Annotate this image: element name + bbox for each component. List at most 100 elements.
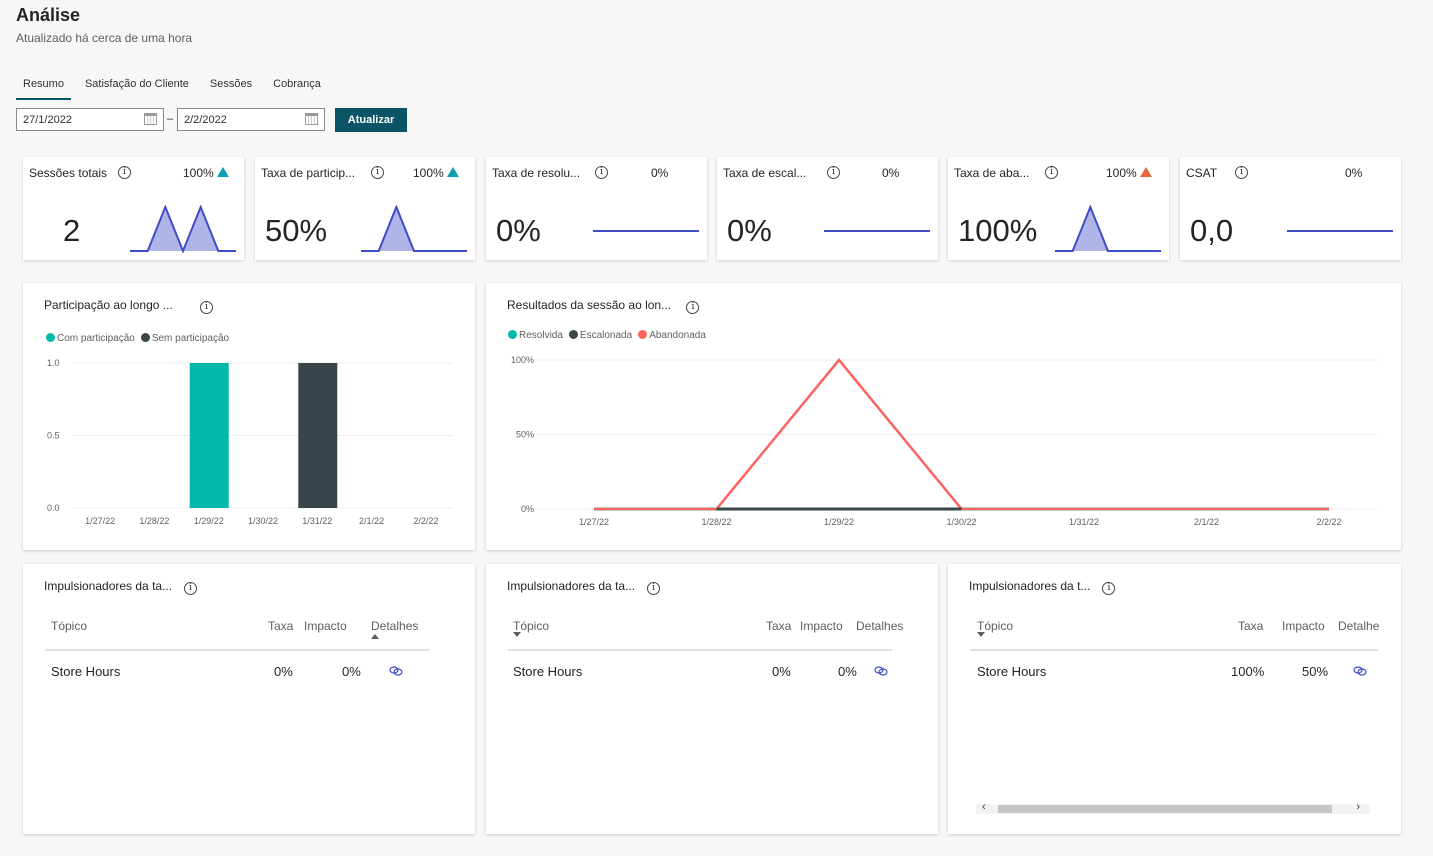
legend-item[interactable]: Abandonada [638,330,706,341]
legend-item[interactable]: Sem participação [140,333,230,344]
chart-title: Participação ao longo ... i [44,298,214,314]
info-icon[interactable]: i [371,166,384,179]
x-tick-label: 2/1/22 [1194,517,1219,527]
column-header[interactable]: Taxa [766,619,792,633]
info-icon[interactable]: i [118,166,131,179]
info-icon[interactable]: i [647,582,661,595]
scrollbar-thumb[interactable] [998,805,1332,813]
tab-sessoes[interactable]: Sessões [209,78,253,90]
drivers-card: Impulsionadores da ta... i Tópico Taxa Impac… [486,564,938,834]
kpi-card[interactable]: Taxa de aba... i 100% 100% [948,157,1169,260]
horizontal-scrollbar[interactable]: ‹ › [976,801,1370,814]
legend-label: Com participação [57,333,135,344]
kpi-card[interactable]: CSAT i 0% 0,0 [1180,157,1401,260]
legend-item[interactable]: Resolvida [508,330,563,341]
details-link-icon[interactable] [874,663,888,676]
impact-cell: 0% [838,664,857,679]
legend-dot [140,333,150,342]
x-tick-label: 1/31/22 [302,516,332,526]
kpi-card[interactable]: Sessões totais i 100% 2 [23,157,244,260]
tab-resumo[interactable]: Resumo [16,78,71,100]
kpi-change: 0% [651,166,668,180]
sort-descending-icon[interactable] [513,632,521,637]
chart-title-text: Resultados da sessão ao lon... [507,298,672,312]
line-chart: 0% 50% 100% 1/27/22 1/28/22 1/29/22 1/30/22 1/3… [511,355,1378,527]
sort-ascending-icon[interactable] [371,634,379,639]
kpi-change-value: 0% [651,166,669,180]
card-title: Impulsionadores da ta... i [44,579,198,595]
legend-item[interactable]: Escalonada [568,330,632,341]
drivers-card: Impulsionadores da t... i Tópico Taxa Impact… [948,564,1401,834]
calendar-icon[interactable] [305,113,318,125]
info-icon[interactable]: i [1102,582,1116,595]
header-divider [45,649,429,651]
kpi-value: 0% [496,213,541,248]
kpi-name: Taxa de resolu... [492,166,581,180]
column-header[interactable]: Taxa [1238,619,1264,633]
legend-dot [638,330,648,339]
info-icon[interactable]: i [1235,166,1248,179]
y-tick-label: 0.5 [47,431,60,441]
kpi-card[interactable]: Taxa de resolu... i 0% 0% [486,157,707,260]
card-title: Impulsionadores da t... i [969,579,1116,595]
card-title: Impulsionadores da ta... i [507,579,661,595]
details-link-icon[interactable] [1353,663,1367,676]
info-icon[interactable]: i [200,301,214,314]
details-link-icon[interactable] [389,663,403,676]
kpi-value: 0,0 [1190,213,1234,248]
sparkline-line [1055,205,1161,252]
sparkline [593,230,699,232]
info-icon[interactable]: i [184,582,198,595]
end-date-input[interactable]: 2/2/2022 [177,108,325,131]
topic-cell: Store Hours [977,664,1047,679]
scroll-right-icon[interactable]: › [1356,801,1360,813]
kpi-change-value: 0% [882,166,900,180]
column-header[interactable]: Detalhes [371,619,419,633]
info-icon[interactable]: i [1045,166,1058,179]
sparkline [361,205,467,252]
start-date-input[interactable]: 27/1/2022 [16,108,164,131]
trend-up-icon [446,167,459,177]
y-tick-label: 0% [521,504,534,514]
column-header[interactable]: Tópico [513,619,550,633]
x-tick-label: 1/27/22 [579,517,609,527]
column-header[interactable]: Detalhes [856,619,904,633]
rate-cell: 0% [274,664,293,679]
x-tick-label: 2/2/22 [1316,517,1341,527]
refresh-button[interactable]: Atualizar [335,108,407,132]
bar[interactable] [189,363,229,508]
chart-title: Resultados da sessão ao lon... i [507,298,700,314]
info-icon[interactable]: i [686,301,700,314]
column-header[interactable]: Tópico [51,619,88,633]
column-header[interactable]: Impacto [304,619,347,633]
column-header[interactable]: Taxa [268,619,294,633]
kpi-change-value: 100% [183,166,214,180]
tab-satisfacao[interactable]: Satisfação do Cliente [84,78,189,90]
kpi-change-value: 100% [1106,166,1137,180]
scroll-left-icon[interactable]: ‹ [982,801,986,813]
outcomes-chart-card: Resultados da sessão ao lon... i Resolvi… [486,283,1401,550]
kpi-card[interactable]: Taxa de particip... i 100% 50% [255,157,475,260]
legend-dot [508,330,517,339]
legend-item[interactable]: Com participação [46,333,135,344]
legend-label: Sem participação [151,333,230,344]
info-icon[interactable]: i [827,166,840,179]
column-header[interactable]: Tópico [977,619,1014,633]
column-header[interactable]: Impacto [1282,619,1325,633]
sort-descending-icon[interactable] [977,632,985,637]
column-header[interactable]: Impacto [800,619,843,633]
info-icon[interactable]: i [595,166,608,179]
sparkline [1055,205,1161,252]
y-tick-label: 0.0 [47,503,60,513]
kpi-card[interactable]: Taxa de escal... i 0% 0% [717,157,938,260]
card-title-text: Impulsionadores da t... [969,579,1091,593]
tab-cobranca[interactable]: Cobrança [273,78,321,90]
bar[interactable] [298,363,338,508]
x-tick-label: 1/30/22 [248,516,278,526]
column-header[interactable]: Detalhe [1338,619,1380,633]
bar-chart: 0.0 0.5 1.0 1/27/22 1/28/22 1/29/22 1/30/22 1/3… [47,358,453,526]
chart-title-text: Participação ao longo ... [44,298,173,312]
x-tick-label: 1/28/22 [139,516,169,526]
calendar-icon[interactable] [144,113,157,125]
end-date-value: 2/2/2022 [184,114,227,126]
